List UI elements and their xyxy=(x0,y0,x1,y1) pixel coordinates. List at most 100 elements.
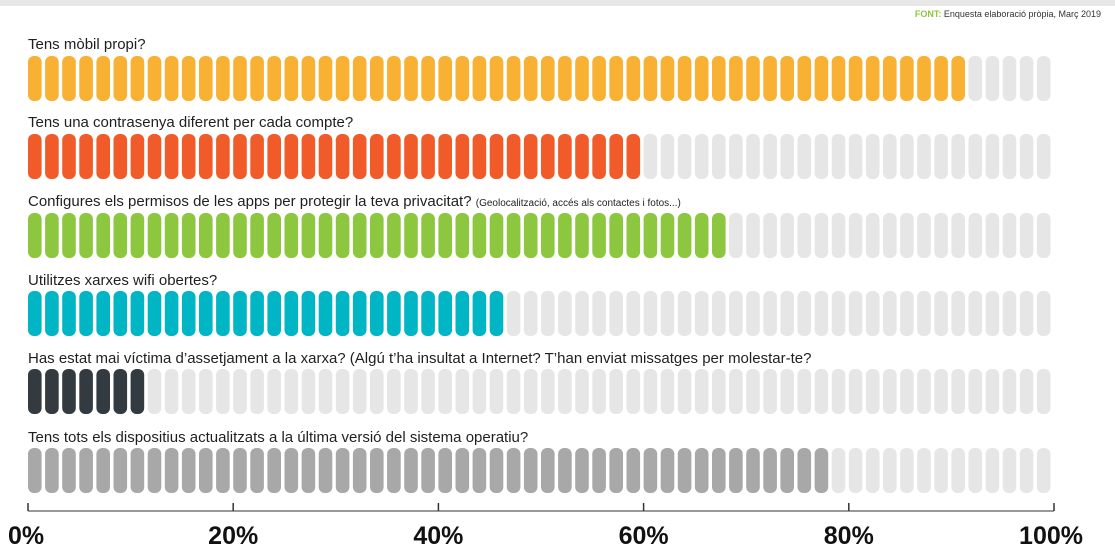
bar-segment-empty xyxy=(660,369,675,414)
bar-segment-filled xyxy=(79,448,93,493)
bar-segment-filled xyxy=(370,448,384,493)
question-label-5: Has estat mai víctima d’assetjament a la… xyxy=(28,350,811,367)
bar-segment-empty xyxy=(865,369,880,414)
bar-segment-empty xyxy=(267,369,281,414)
bar-segment-filled xyxy=(199,213,213,258)
bar-segment-filled xyxy=(301,56,316,101)
bar-segment-filled xyxy=(181,56,196,101)
bar-segment-empty xyxy=(541,369,555,414)
bar-segment-filled xyxy=(352,448,367,493)
bar-segment-empty xyxy=(951,291,965,336)
x-tick-label: 100% xyxy=(1019,522,1083,550)
bar-segment-empty xyxy=(917,291,931,336)
bar-segment-filled xyxy=(404,291,418,336)
bar-segment-filled xyxy=(96,134,110,179)
bar-segment-filled xyxy=(301,213,316,258)
bar-segment-empty xyxy=(1002,369,1017,414)
bar-segment-empty xyxy=(199,369,213,414)
bar-segment-empty xyxy=(626,291,641,336)
bar-segment-filled xyxy=(660,56,675,101)
bar-segment-filled xyxy=(712,56,726,101)
bar-segment-empty xyxy=(814,213,829,258)
bar-segment-filled xyxy=(370,291,384,336)
bar-segment-filled xyxy=(352,134,367,179)
bar-segment-filled xyxy=(130,448,145,493)
bar-5 xyxy=(28,369,1051,414)
bar-segment-filled xyxy=(267,213,281,258)
bar-segment-empty xyxy=(387,369,401,414)
question-text: Tens tots els dispositius actualitzats a… xyxy=(28,429,529,446)
bar-segment-empty xyxy=(848,213,863,258)
bar-segment-empty xyxy=(506,291,521,336)
bar-segment-filled xyxy=(45,213,59,258)
bar-segment-empty xyxy=(609,369,623,414)
bar-segment-filled xyxy=(609,134,623,179)
bar-segment-filled xyxy=(233,291,247,336)
bar-segment-filled xyxy=(438,213,452,258)
bar-segment-empty xyxy=(541,291,555,336)
bar-segment-empty xyxy=(523,291,538,336)
bar-segment-empty xyxy=(865,134,880,179)
bar-2 xyxy=(28,134,1051,179)
bar-segment-filled xyxy=(455,56,470,101)
bar-segment-filled xyxy=(626,448,641,493)
bar-segment-empty xyxy=(746,291,760,336)
bar-segment-filled xyxy=(267,56,281,101)
bar-segment-filled xyxy=(164,213,179,258)
bar-segment-empty xyxy=(216,369,230,414)
bar-segment-filled xyxy=(28,369,42,414)
x-tick-label: 0% xyxy=(8,522,44,550)
bar-segment-filled xyxy=(301,448,316,493)
bar-segment-empty xyxy=(831,213,846,258)
bar-segment-empty xyxy=(575,369,589,414)
bar-segment-empty xyxy=(865,213,880,258)
bar-segment-filled xyxy=(609,213,623,258)
bar-segment-empty xyxy=(712,134,726,179)
bar-segment-empty xyxy=(523,369,538,414)
bar-segment-filled xyxy=(421,291,435,336)
bar-segment-filled xyxy=(199,134,213,179)
bar-segment-filled xyxy=(677,56,692,101)
bar-segment-empty xyxy=(301,369,316,414)
bar-segment-empty xyxy=(677,291,692,336)
bar-segment-filled xyxy=(199,56,213,101)
question-text: Tens una contrasenya diferent per cada c… xyxy=(28,114,354,131)
bar-segment-filled xyxy=(147,213,162,258)
bar-segment-filled xyxy=(489,213,504,258)
bar-segment-filled xyxy=(267,448,281,493)
bar-segment-filled xyxy=(404,134,418,179)
bar-segment-filled xyxy=(438,134,452,179)
bar-segment-empty xyxy=(729,369,743,414)
bar-segment-filled xyxy=(45,369,59,414)
bar-segment-empty xyxy=(746,213,760,258)
bar-segment-filled xyxy=(575,56,589,101)
bar-segment-empty xyxy=(934,448,948,493)
bar-segment-empty xyxy=(968,134,983,179)
bar-segment-filled xyxy=(797,448,812,493)
bar-segment-filled xyxy=(28,213,42,258)
bar-segment-empty xyxy=(1036,213,1051,258)
bar-segment-empty xyxy=(848,448,863,493)
bar-segment-filled xyxy=(694,56,709,101)
bar-segment-filled xyxy=(387,134,401,179)
bar-segment-empty xyxy=(575,291,589,336)
bar-segment-empty xyxy=(831,291,846,336)
bar-6 xyxy=(28,448,1051,493)
bar-segment-empty xyxy=(848,291,863,336)
bar-segment-empty xyxy=(814,134,829,179)
bar-segment-filled xyxy=(301,291,316,336)
bar-segment-empty xyxy=(729,213,743,258)
bar-segment-filled xyxy=(387,448,401,493)
bar-segment-filled xyxy=(694,448,709,493)
bar-segment-filled xyxy=(45,291,59,336)
bar-segment-filled xyxy=(113,56,128,101)
bar-segment-filled xyxy=(575,448,589,493)
bar-segment-empty xyxy=(660,291,675,336)
bar-segment-filled xyxy=(438,291,452,336)
bar-segment-filled xyxy=(318,448,333,493)
bar-segment-empty xyxy=(780,213,794,258)
bar-segment-filled xyxy=(267,134,281,179)
question-label-2: Tens una contrasenya diferent per cada c… xyxy=(28,114,353,131)
bar-segment-empty xyxy=(592,291,606,336)
bar-segment-filled xyxy=(609,448,623,493)
